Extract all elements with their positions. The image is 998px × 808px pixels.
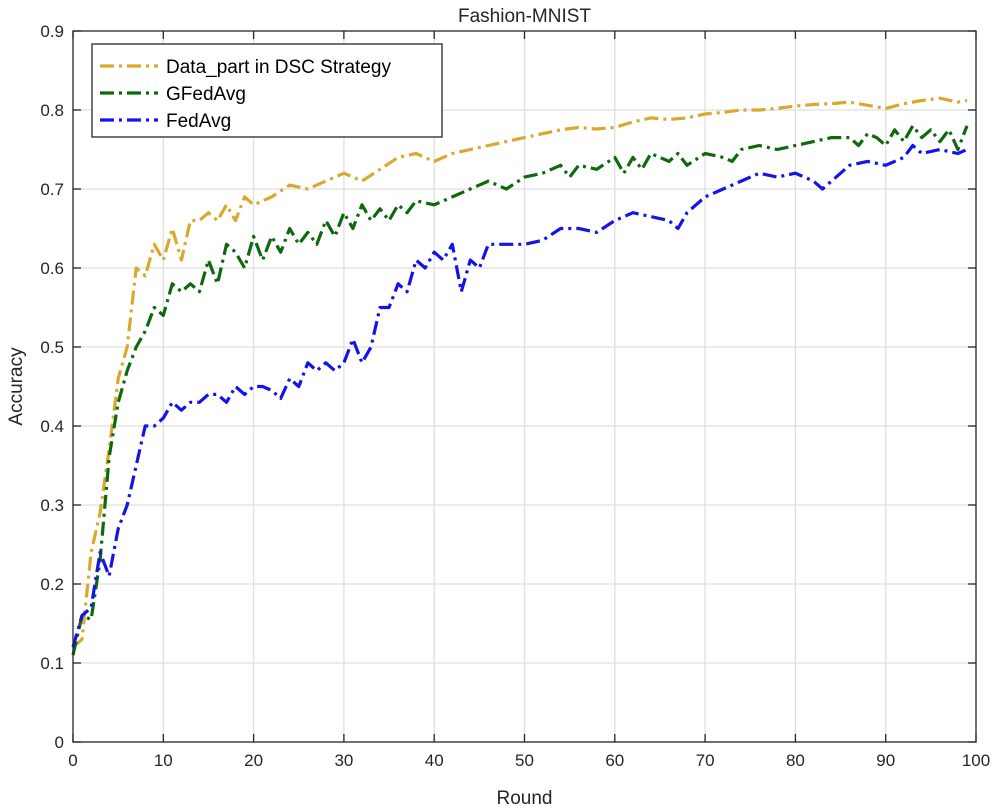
- series-line-0: [71, 96, 968, 649]
- legend-box: [91, 43, 443, 138]
- y-tick-label: 0.1: [40, 654, 64, 673]
- legend-label: GFedAvg: [166, 84, 246, 105]
- series-line-1: [71, 124, 969, 656]
- series-line-2: [71, 143, 968, 648]
- x-tick-label: 30: [334, 751, 353, 770]
- y-axis-label: Accuracy: [6, 347, 27, 426]
- x-tick-label: 10: [154, 751, 173, 770]
- x-axis-label: Round: [497, 788, 553, 808]
- x-tick-label: 50: [515, 751, 534, 770]
- y-tick-label: 0.7: [40, 180, 64, 199]
- y-tick-label: 0.5: [40, 338, 64, 357]
- y-tick-label: 0.6: [40, 259, 64, 278]
- chart-title: Fashion-MNIST: [458, 6, 591, 27]
- legend-label: FedAvg: [166, 111, 231, 132]
- series-layer: [71, 96, 969, 656]
- x-tick-label: 20: [244, 751, 263, 770]
- ticks: 0 10 20 30 40 50 60 70 80 90 100 0 0.1 0.2 0.3 0.4 0.5 0.…: [40, 22, 990, 770]
- x-tick-label: 70: [696, 751, 715, 770]
- x-tick-label: 40: [425, 751, 444, 770]
- y-tick-label: 0.2: [40, 575, 64, 594]
- x-tick-label: 60: [605, 751, 624, 770]
- x-tick-label: 80: [786, 751, 805, 770]
- y-tick-label: 0: [55, 733, 64, 752]
- y-tick-label: 0.4: [40, 417, 64, 436]
- y-tick-label: 0.9: [40, 22, 64, 41]
- grid: [73, 31, 976, 742]
- x-tick-label: 100: [962, 751, 990, 770]
- x-tick-label: 0: [68, 751, 77, 770]
- y-tick-label: 0.8: [40, 101, 64, 120]
- legend: Data_part in DSC Strategy GFedAvg FedAvg: [91, 43, 443, 138]
- y-tick-label: 0.3: [40, 496, 64, 515]
- legend-label: Data_part in DSC Strategy: [166, 57, 391, 78]
- x-tick-label: 90: [876, 751, 895, 770]
